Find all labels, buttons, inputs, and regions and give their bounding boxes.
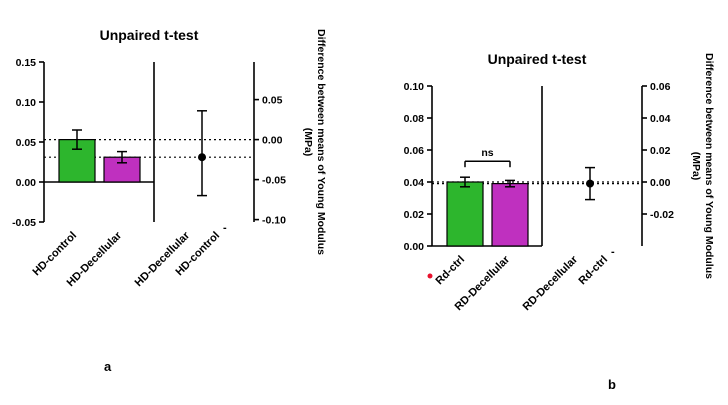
left-tick-label: 0.10 [16,97,37,109]
chart-title: Unpaired t-test [488,51,587,67]
right-tick-label: 0.00 [262,135,283,147]
difference-point [586,179,594,188]
right-tick-label: 0.00 [650,177,671,189]
estimation-plot-b: Unpaired t-test 0.10 0.08 0.06 0.04 0.02 0.00 0… [404,51,715,313]
panel-a: Unpaired t-test 0.15 0.10 0.05 0.00 -0.05 0.05… [2,2,342,374]
x-label: HD-control [30,230,79,279]
panel-b: Unpaired t-test 0.10 0.08 0.06 0.04 0.02 0.00 0… [390,26,728,392]
left-tick-label: 0.05 [16,137,37,149]
x-label: RD-Decellular [521,253,581,313]
right-tick-label: 0.04 [650,113,671,125]
bar-RD-Decellular [491,183,529,247]
left-tick-label: 0.08 [404,113,425,125]
left-tick-label: 0.04 [404,177,425,189]
right-tick-label: 0.02 [650,145,671,157]
right-tick-label: -0.05 [262,175,286,187]
left-tick-label: 0.00 [16,177,37,189]
x-label: Rd-ctrl [434,254,468,288]
panel-b-label: b [608,377,616,392]
right-tick-label: -0.10 [262,215,286,227]
difference-point [198,153,206,162]
left-tick-label: 0.10 [404,81,425,93]
left-tick-label: 0.15 [16,57,37,69]
panel-a-label: a [104,359,112,374]
chart-title: Unpaired t-test [100,27,199,43]
red-marker-dot [427,273,433,279]
significance-label: ns [481,147,493,159]
left-tick-label: -0.05 [12,217,36,229]
estimation-plot-a: Unpaired t-test 0.15 0.10 0.05 0.00 -0.05 0.05… [12,27,327,289]
diff-minus-sign: - [611,246,615,258]
right-axis-title: Difference between means of Young Modulu… [690,53,715,279]
right-tick-label: 0.05 [262,95,283,107]
right-tick-label: 0.06 [650,81,671,93]
left-tick-label: 0.00 [404,241,425,253]
x-label: Rd-ctrl [577,254,611,288]
bar-Rd-ctrl [446,181,484,247]
right-tick-label: -0.02 [650,209,674,221]
diff-minus-sign: - [223,222,227,234]
left-tick-label: 0.06 [404,145,425,157]
left-tick-label: 0.02 [404,209,425,221]
right-axis-title: Difference between means of Young Modulu… [302,29,327,255]
